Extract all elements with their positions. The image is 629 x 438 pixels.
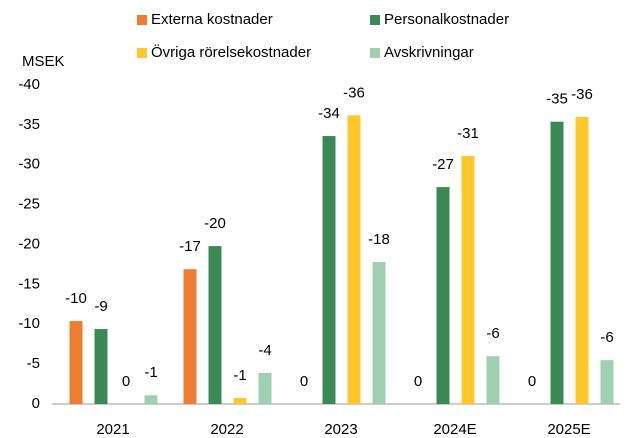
- bar: [486, 356, 500, 404]
- legend-label: Personalkostnader: [384, 11, 509, 28]
- data-label: 0: [122, 373, 130, 390]
- bar: [347, 115, 361, 405]
- data-label: -34: [318, 105, 340, 122]
- data-label: -1: [233, 367, 246, 384]
- data-label: 0: [300, 373, 308, 390]
- x-tick-label: 2023: [324, 421, 357, 438]
- bar: [233, 398, 247, 404]
- data-label: -36: [571, 86, 593, 103]
- legend-label: Externa kostnader: [151, 11, 273, 28]
- y-tick-label: -10: [18, 315, 40, 332]
- x-tick-label: 2024E: [433, 421, 476, 438]
- bar: [183, 269, 197, 404]
- bar: [372, 262, 386, 404]
- y-axis-label: MSEK: [22, 53, 65, 70]
- x-tick-label: 2022: [210, 421, 243, 438]
- data-label: -6: [486, 325, 499, 342]
- x-tick-label: 2025E: [547, 421, 590, 438]
- legend-swatch: [137, 48, 147, 58]
- bar: [436, 187, 450, 404]
- bar: [94, 329, 108, 404]
- y-tick-label: -20: [18, 235, 40, 252]
- data-label: 0: [414, 373, 422, 390]
- data-label: -10: [65, 290, 87, 307]
- y-tick-label: -40: [18, 76, 40, 93]
- data-label: -27: [432, 156, 454, 173]
- y-tick-label: -35: [18, 116, 40, 133]
- bar: [575, 116, 589, 405]
- y-tick-label: -25: [18, 196, 40, 213]
- y-tick-label: -15: [18, 275, 40, 292]
- bar: [550, 121, 564, 404]
- data-label: -18: [368, 231, 390, 248]
- bar: [208, 246, 222, 404]
- legend-label: Övriga rörelsekostnader: [151, 43, 311, 61]
- data-label: -17: [179, 238, 201, 255]
- bar: [600, 360, 614, 404]
- bar: [258, 372, 272, 404]
- legend-swatch: [137, 15, 147, 25]
- data-label: -20: [204, 215, 226, 232]
- data-label: -9: [94, 298, 107, 315]
- data-label: -4: [258, 342, 271, 359]
- bar: [461, 155, 475, 404]
- data-label: -1: [144, 364, 157, 381]
- legend-label: Avskrivningar: [384, 44, 474, 61]
- legend-swatch: [370, 15, 380, 25]
- data-label: -35: [546, 91, 568, 108]
- legend-swatch: [370, 48, 380, 58]
- bar: [144, 395, 158, 404]
- y-tick-label: 0: [32, 395, 40, 412]
- y-tick-label: -5: [27, 355, 40, 372]
- data-label: -36: [343, 84, 365, 101]
- y-tick-label: -30: [18, 156, 40, 173]
- data-label: -6: [600, 329, 613, 346]
- bar: [322, 136, 336, 405]
- data-label: 0: [528, 373, 536, 390]
- x-tick-label: 2021: [96, 421, 129, 438]
- bar: [69, 321, 83, 404]
- data-label: -31: [457, 125, 479, 142]
